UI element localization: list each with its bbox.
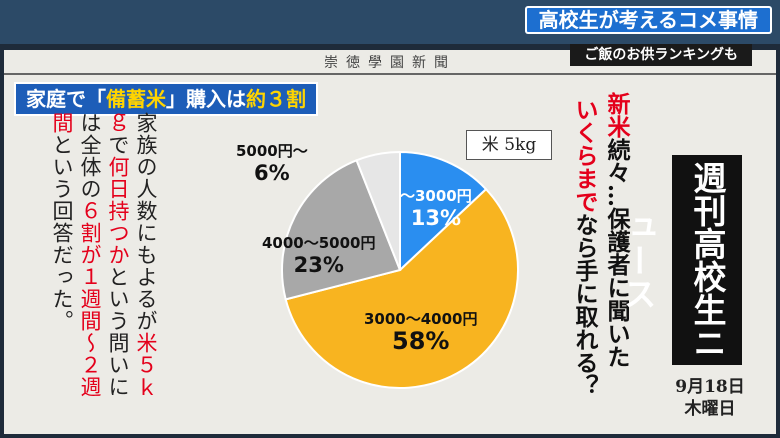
slice-label-1: 3000〜4000円 58%: [364, 308, 478, 355]
slice-name-2: 4000〜5000円: [262, 234, 376, 252]
sub-caption: ご飯のお供ランキングも: [570, 44, 752, 66]
weekly-news-title: 週刊高校生ニュース: [618, 155, 742, 365]
question-highlight-2: いくらまで: [571, 98, 598, 213]
issue-date-weekday: 木曜日: [684, 399, 736, 419]
slice-pct-3: 6%: [254, 161, 290, 185]
body-seg-6: 全体の: [78, 134, 102, 200]
slice-pct-0: 13%: [410, 206, 461, 230]
body-seg-3: で: [106, 134, 130, 156]
headline-highlight-2: 約３割: [246, 87, 306, 111]
pie-slice-0: [399, 150, 488, 273]
slice-name-0: 〜3000円: [400, 187, 472, 205]
slice-name-3: 5000円〜: [236, 142, 308, 160]
newspaper-masthead: 崇徳學園新聞: [324, 55, 456, 71]
slice-pct-1: 58%: [392, 327, 450, 355]
slice-pct-2: 23%: [293, 253, 344, 277]
body-seg-2: 米５ｋｇ: [106, 112, 158, 398]
issue-date-day: 9月18日: [675, 377, 745, 397]
slice-label-2: 4000〜5000円 23%: [262, 232, 376, 276]
masthead-rule: [4, 73, 776, 75]
question-line-1: 新米続々…保護者に聞いた: [600, 92, 632, 422]
headline-highlight-1: 備蓄米: [106, 87, 166, 111]
issue-date: 9月18日 木曜日: [660, 376, 760, 420]
body-seg-4: 何日持つか: [106, 156, 130, 266]
article-headline: 家庭で「備蓄米」購入は約３割: [14, 82, 318, 116]
slice-label-0: 〜3000円 13%: [400, 185, 472, 229]
slice-name-1: 3000〜4000円: [364, 310, 478, 328]
question-highlight-1: 新米: [603, 92, 630, 138]
body-seg-1: 家族の人数にもよるが: [134, 112, 158, 332]
slice-label-3: 5000円〜 6%: [236, 140, 308, 184]
pie-slice-1: [284, 187, 519, 389]
pie-slice-3: [355, 150, 401, 271]
headline-text-2: 」購入は: [166, 87, 246, 111]
question-text-2: なら手に取れる？: [571, 213, 598, 397]
headline-text-1: 家庭で「: [26, 87, 106, 111]
question-text-1: 続々…保護者に聞いた: [603, 138, 630, 368]
article-body: 家族の人数にもよるが米５ｋｇで何日持つかという問いには全体の６割が１週間〜２週間…: [48, 112, 160, 412]
body-seg-5: という問いには: [78, 112, 130, 398]
pie-slice-2: [281, 158, 402, 301]
main-caption: 高校生が考えるコメ事情: [524, 6, 772, 34]
question-line-2: いくらまでなら手に取れる？: [568, 98, 600, 428]
body-seg-8: という回答だった。: [50, 134, 74, 332]
chart-title: 米 5kg: [466, 130, 552, 160]
price-pie-chart: [281, 150, 519, 389]
body-seg-7: ６割が１週間〜２週間: [50, 112, 102, 398]
